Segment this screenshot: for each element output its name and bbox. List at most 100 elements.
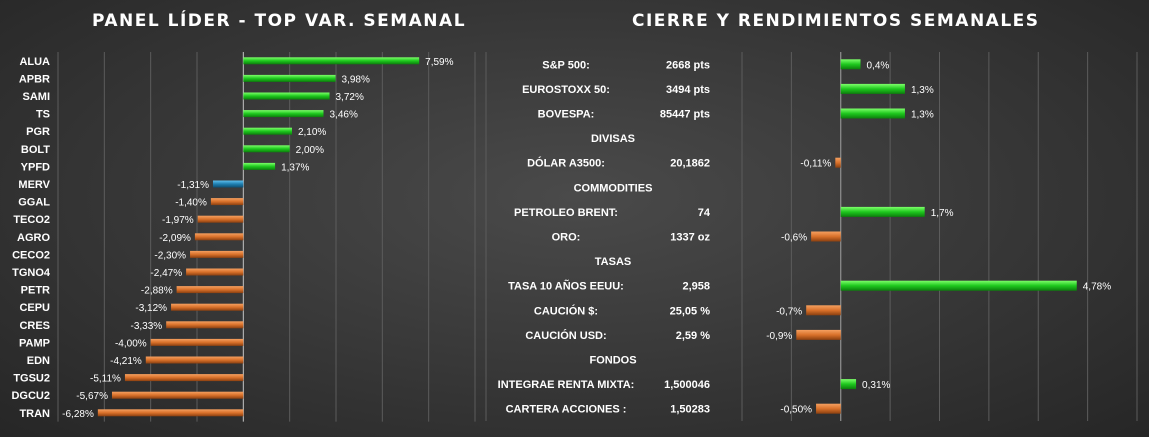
row-label: PETROLEO BRENT:: [514, 207, 618, 219]
category-label: DGCU2: [11, 390, 50, 402]
value-label: -1,40%: [175, 198, 207, 209]
bar: [145, 356, 244, 364]
right-panel-title: CIERRE Y RENDIMIENTOS SEMANALES: [632, 11, 1040, 31]
row-label: CAUCIÓN $:: [534, 304, 598, 317]
row-caucion-usd: CAUCIÓN USD: 2,59 % -0,9%: [525, 329, 841, 342]
bar: [176, 286, 244, 294]
section-header: FONDOS: [589, 355, 636, 367]
value-label: -3,12%: [135, 303, 167, 314]
bar-row-edn: EDN -4,21%: [27, 355, 244, 367]
bar-row-ggal: GGAL -1,40%: [18, 197, 244, 209]
close-value: 74: [698, 207, 711, 219]
category-label: GGAL: [18, 197, 50, 209]
bar: [816, 403, 841, 414]
value-label: -4,21%: [110, 356, 142, 367]
bar: [243, 127, 292, 135]
bar: [194, 233, 244, 241]
category-label: CECO2: [12, 249, 50, 261]
category-label: TECO2: [13, 214, 50, 226]
bar: [124, 374, 244, 382]
close-value: 2668 pts: [666, 59, 710, 71]
row-label: INTEGRAE RENTA MIXTA:: [498, 379, 635, 391]
bar: [811, 231, 841, 242]
close-value: 2,59 %: [676, 330, 710, 342]
value-label: -2,88%: [141, 286, 173, 297]
bar: [840, 83, 905, 94]
bar-row-teco2: TECO2 -1,97%: [13, 214, 244, 226]
bar: [111, 391, 244, 399]
bar: [197, 215, 244, 223]
category-label: MERV: [18, 179, 50, 191]
category-label: TGNO4: [12, 267, 51, 279]
value-label: 0,4%: [867, 60, 890, 71]
bar: [840, 108, 905, 119]
section-header-fondos: FONDOS: [589, 355, 636, 367]
bar-row-cepu: CEPU -3,12%: [19, 302, 244, 314]
row-label: S&P 500:: [542, 59, 590, 71]
close-value: 20,1862: [670, 158, 710, 170]
section-header: COMMODITIES: [574, 182, 653, 194]
value-label: -5,67%: [76, 391, 108, 402]
row-cartera-acciones: CARTERA ACCIONES : 1,50283 -0,50%: [506, 403, 841, 416]
row-label: CAUCIÓN USD:: [525, 329, 606, 342]
category-label: EDN: [27, 355, 50, 367]
value-label: 1,7%: [931, 208, 954, 219]
value-label: -2,09%: [159, 233, 191, 244]
bar-row-petr: PETR -2,88%: [21, 285, 244, 297]
bar-row-ts: TS 3,46%: [36, 109, 358, 121]
bar: [243, 74, 336, 82]
value-label: -1,31%: [177, 180, 209, 191]
bar-row-bolt: BOLT 2,00%: [21, 144, 324, 156]
value-label: -0,7%: [776, 306, 802, 317]
close-value: 1,50283: [670, 404, 710, 416]
bar-row-ceco2: CECO2 -2,30%: [12, 249, 244, 261]
bar: [190, 250, 244, 258]
row-label: ORO:: [552, 232, 581, 244]
category-label: TGSU2: [13, 373, 50, 385]
bar-row-alua: ALUA 7,59%: [19, 56, 453, 68]
bar: [840, 280, 1077, 291]
bar: [243, 145, 290, 153]
section-header-tasas: TASAS: [595, 256, 631, 268]
row-eurostoxx-50: EUROSTOXX 50: 3494 pts 1,3%: [522, 83, 934, 96]
row-label: TASA 10 AÑOS EEUU:: [508, 280, 624, 293]
bar: [835, 157, 841, 168]
bar: [806, 305, 841, 316]
value-label: -2,30%: [154, 250, 186, 261]
row-label: EUROSTOXX 50:: [522, 84, 610, 96]
value-label: 3,72%: [336, 92, 364, 103]
value-label: 3,46%: [329, 110, 357, 121]
bar-row-ypfd: YPFD 1,37%: [21, 161, 310, 173]
bar-row-tran: TRAN -6,28%: [19, 408, 244, 420]
section-header: TASAS: [595, 256, 631, 268]
bar-row-sami: SAMI 3,72%: [23, 91, 364, 103]
bar: [212, 180, 244, 188]
bar-row-pgr: PGR 2,10%: [26, 126, 326, 138]
category-label: PETR: [21, 285, 50, 297]
close-value: 2,958: [682, 281, 710, 293]
row-petroleo-brent: PETROLEO BRENT: 74 1,7%: [514, 206, 954, 219]
close-value: 1337 oz: [670, 232, 710, 244]
value-label: -5,11%: [90, 374, 121, 385]
category-label: TRAN: [19, 408, 50, 420]
close-value: 1,500046: [664, 379, 710, 391]
bar: [171, 303, 244, 311]
bar: [840, 206, 925, 217]
category-label: SAMI: [23, 91, 51, 103]
bar: [210, 198, 244, 206]
row-s-p-500: S&P 500: 2668 pts 0,4%: [542, 59, 889, 71]
value-label: 2,00%: [296, 145, 324, 156]
bar: [243, 92, 330, 100]
value-label: 1,3%: [911, 85, 934, 96]
category-label: AGRO: [17, 232, 50, 244]
row-bovespa: BOVESPA: 85447 pts 1,3%: [538, 108, 934, 121]
bar: [840, 59, 861, 70]
bar-row-cres: CRES -3,33%: [19, 320, 244, 332]
value-label: -0,11%: [800, 159, 831, 170]
bar: [840, 379, 857, 390]
value-label: 3,98%: [342, 74, 370, 85]
row-dolar-a3500: DÓLAR A3500: 20,1862 -0,11%: [527, 157, 841, 170]
row-integrae-renta-mixta: INTEGRAE RENTA MIXTA: 1,500046 0,31%: [498, 379, 891, 391]
bar: [166, 321, 244, 329]
